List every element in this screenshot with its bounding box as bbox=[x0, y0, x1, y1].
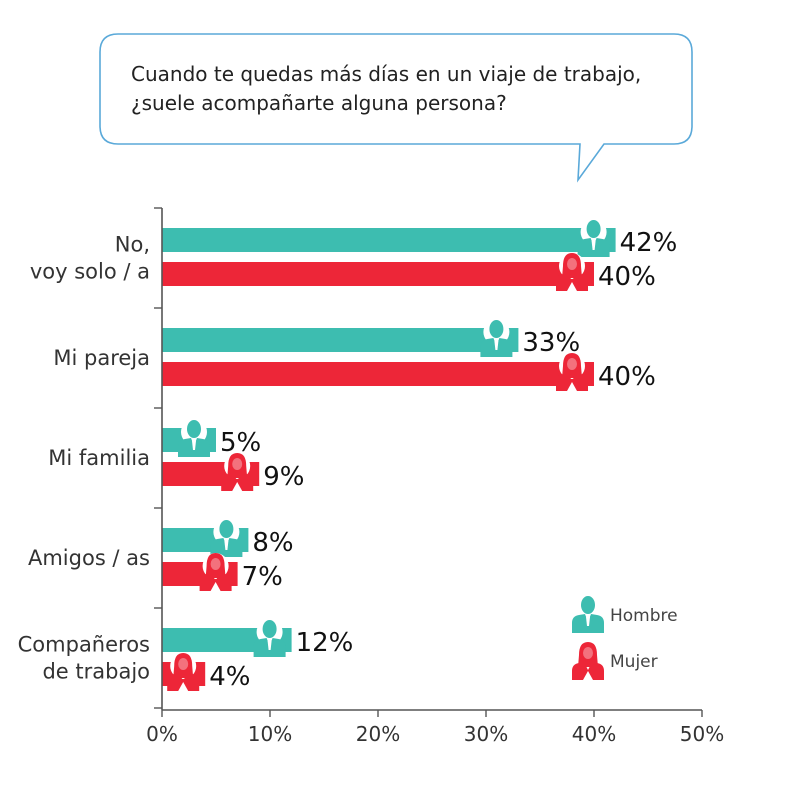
x-tick-label: 10% bbox=[248, 722, 292, 746]
legend-female-icon bbox=[572, 642, 604, 680]
question-line-1: Cuando te quedas más días en un viaje de… bbox=[131, 62, 641, 86]
category-label: voy solo / a bbox=[30, 260, 150, 284]
value-label: 8% bbox=[252, 528, 293, 558]
legend-female-label: Mujer bbox=[610, 652, 658, 672]
x-tick-label: 20% bbox=[356, 722, 400, 746]
x-tick-label: 0% bbox=[146, 722, 178, 746]
value-label: 5% bbox=[220, 428, 261, 458]
value-label: 40% bbox=[598, 262, 656, 292]
value-label: 33% bbox=[522, 328, 580, 358]
x-tick-label: 50% bbox=[680, 722, 724, 746]
bar-hombre bbox=[162, 228, 616, 252]
value-label: 7% bbox=[242, 562, 283, 592]
legend-male-icon bbox=[572, 596, 604, 633]
labels-layer: 0% 10% 20% 30% 40% 50% No, voy solo / a 42% 40% Mi… bbox=[18, 228, 725, 746]
legend: Hombre Mujer bbox=[572, 596, 678, 680]
category-label: Compañeros bbox=[18, 633, 150, 657]
value-label: 4% bbox=[209, 662, 250, 692]
value-label: 42% bbox=[620, 228, 678, 258]
bar-hombre bbox=[162, 328, 519, 352]
value-label: 12% bbox=[296, 628, 354, 658]
x-tick-label: 40% bbox=[572, 722, 616, 746]
category-label: Amigos / as bbox=[28, 546, 150, 570]
value-label: 40% bbox=[598, 362, 656, 392]
speech-bubble bbox=[99, 33, 693, 183]
bar-mujer bbox=[162, 362, 594, 386]
question-line-2: ¿suele acompañarte alguna persona? bbox=[131, 91, 507, 115]
bars-layer bbox=[162, 219, 616, 691]
x-tick-label: 30% bbox=[464, 722, 508, 746]
category-label: Mi familia bbox=[48, 446, 150, 470]
category-label: de trabajo bbox=[42, 660, 150, 684]
axis-layer bbox=[154, 207, 703, 717]
legend-male-label: Hombre bbox=[610, 606, 678, 626]
value-label: 9% bbox=[263, 462, 304, 492]
bar-mujer bbox=[162, 262, 594, 286]
category-label: No, bbox=[115, 233, 150, 257]
category-label: Mi pareja bbox=[53, 346, 150, 370]
